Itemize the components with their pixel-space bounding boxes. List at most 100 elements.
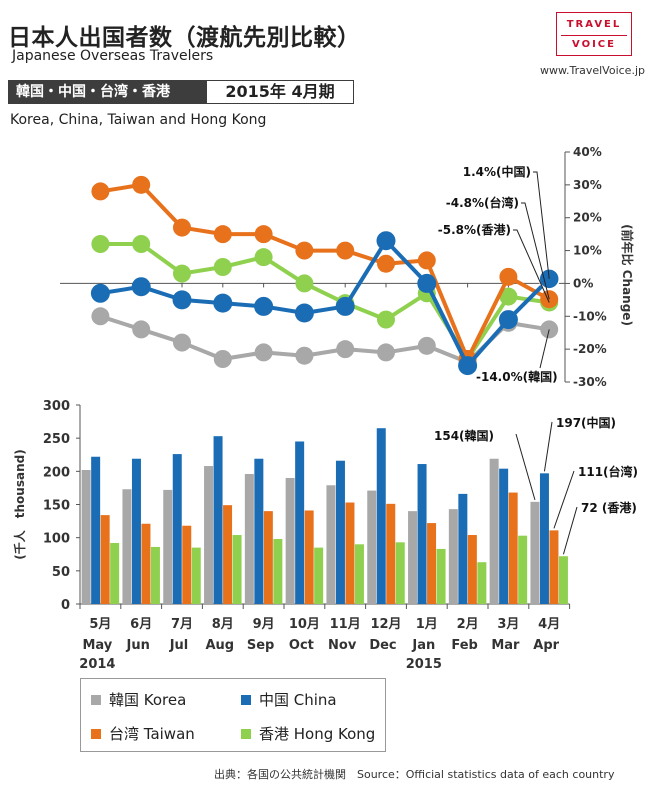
bar-china <box>254 458 264 604</box>
legend-swatch-korea <box>91 694 101 705</box>
line-point-taiwan <box>91 182 110 201</box>
line-point-korea <box>132 320 151 339</box>
bar-china <box>417 464 427 604</box>
bar-x-label-en: Jul <box>169 638 189 653</box>
line-y-tick-label: -10% <box>573 309 607 323</box>
bar-x-label-month: 4月 <box>538 617 560 632</box>
bar-x-label-en: Feb <box>451 638 477 653</box>
legend-item-hongkong: 香港 Hong Kong <box>241 723 375 744</box>
line-point-hongkong <box>213 258 232 276</box>
bar-hongkong <box>354 544 364 604</box>
bar-taiwan <box>141 523 151 604</box>
line-y-tick-label: 40% <box>573 145 602 159</box>
line-point-china <box>294 303 314 323</box>
bar-y-tick-label: 100 <box>43 532 70 547</box>
line-point-china <box>417 273 437 293</box>
line-point-china <box>498 310 518 330</box>
bar-x-label-month: 6月 <box>130 617 152 632</box>
line-point-hongkong <box>295 274 314 293</box>
line-annotation-leader-taiwan <box>521 202 550 300</box>
bar-y-tick-label: 200 <box>43 465 70 480</box>
bar-y-tick-label: 150 <box>43 499 70 514</box>
bar-china <box>335 460 345 604</box>
logo-line-1: TRAVEL <box>566 19 622 30</box>
bar-x-label-year: 2015 <box>406 657 442 672</box>
line-annotation-hongkong: -5.8%(香港) <box>438 222 511 237</box>
bar-y-tick-label: 300 <box>43 399 70 414</box>
bar-x-label-en: Jan <box>411 638 435 653</box>
bar-x-label-month: 10月 <box>289 617 320 632</box>
bar-korea <box>408 511 418 604</box>
bar-korea <box>489 458 499 604</box>
bar-china <box>172 454 182 604</box>
line-series-hongkong <box>100 242 550 361</box>
bar-hongkong <box>191 547 201 604</box>
bar-y-tick-label: 250 <box>43 432 70 447</box>
line-point-korea <box>91 307 110 326</box>
bar-x-label-en: Nov <box>328 638 357 653</box>
line-point-taiwan <box>254 225 273 244</box>
legend: 韓国 Korea 中国 China 台湾 Taiwan 香港 Hong Kong <box>80 678 386 752</box>
line-y-tick-label: -20% <box>573 342 607 356</box>
line-y-tick-label: 10% <box>573 244 602 258</box>
line-point-korea <box>417 336 436 355</box>
bar-hongkong <box>558 556 568 604</box>
legend-label-taiwan: 台湾 Taiwan <box>109 725 195 743</box>
bar-hongkong <box>110 542 120 604</box>
bar-korea <box>81 470 91 604</box>
bar-hongkong <box>518 535 528 604</box>
legend-label-hongkong: 香港 Hong Kong <box>259 725 376 743</box>
bar-annotation-leader-taiwan <box>553 470 575 529</box>
bar-hongkong <box>395 542 405 604</box>
legend-label-korea: 韓国 Korea <box>109 691 187 709</box>
bar-china <box>539 473 549 604</box>
line-y-tick-label: 30% <box>573 178 602 192</box>
legend-label-china: 中国 China <box>259 691 337 709</box>
line-y-tick-label: 0% <box>573 276 593 290</box>
bar-china <box>499 468 509 604</box>
site-url: www.TravelVoice.jp <box>540 64 645 77</box>
line-annotation-leader-hongkong <box>513 229 550 303</box>
legend-item-korea: 韓国 Korea <box>91 689 186 710</box>
bar-hongkong <box>232 535 242 604</box>
line-point-hongkong <box>499 287 518 306</box>
bar-korea <box>448 509 458 604</box>
bar-x-label-en: Jun <box>126 638 150 653</box>
travel-voice-logo: TRAVEL VOICE <box>556 12 632 56</box>
bar-korea <box>326 485 336 604</box>
line-point-taiwan <box>213 225 232 244</box>
line-annotation-china: 1.4%(中国) <box>463 164 531 179</box>
line-point-taiwan <box>173 218 191 237</box>
bar-korea <box>244 473 254 604</box>
line-point-taiwan <box>499 267 518 286</box>
period-label: 2015年 4月期 <box>206 80 354 104</box>
bar-y-axis-title: (千人 thousand) <box>12 449 27 559</box>
line-point-korea <box>295 346 314 365</box>
line-point-china <box>376 231 396 251</box>
logo-divider <box>561 35 627 36</box>
bar-taiwan <box>263 511 273 604</box>
line-point-taiwan <box>377 254 395 273</box>
bar-x-label-en: Mar <box>491 638 520 653</box>
line-point-hongkong <box>254 248 273 267</box>
chart-title: 日本人出国者数（渡航先別比較） <box>8 25 361 51</box>
bar-china <box>131 458 141 604</box>
bar-hongkong <box>314 547 324 604</box>
bar-annotation-hongkong: 72 (香港) <box>581 500 637 515</box>
legend-swatch-taiwan <box>91 728 101 739</box>
bar-x-label-en: Aug <box>205 638 234 653</box>
bar-x-label-en: Sep <box>247 638 275 653</box>
line-point-china <box>172 290 192 310</box>
bar-china <box>376 428 386 604</box>
bar-china <box>295 441 305 604</box>
bar-taiwan <box>427 523 437 604</box>
bar-y-tick-label: 0 <box>61 598 70 613</box>
bar-x-label-en: Apr <box>533 638 559 653</box>
bar-china <box>91 456 101 604</box>
line-annotation-taiwan: -4.8%(台湾) <box>446 195 519 210</box>
legend-item-taiwan: 台湾 Taiwan <box>91 723 195 744</box>
line-y-tick-label: -30% <box>573 375 607 389</box>
line-point-china <box>90 283 110 303</box>
line-point-korea <box>377 343 395 362</box>
